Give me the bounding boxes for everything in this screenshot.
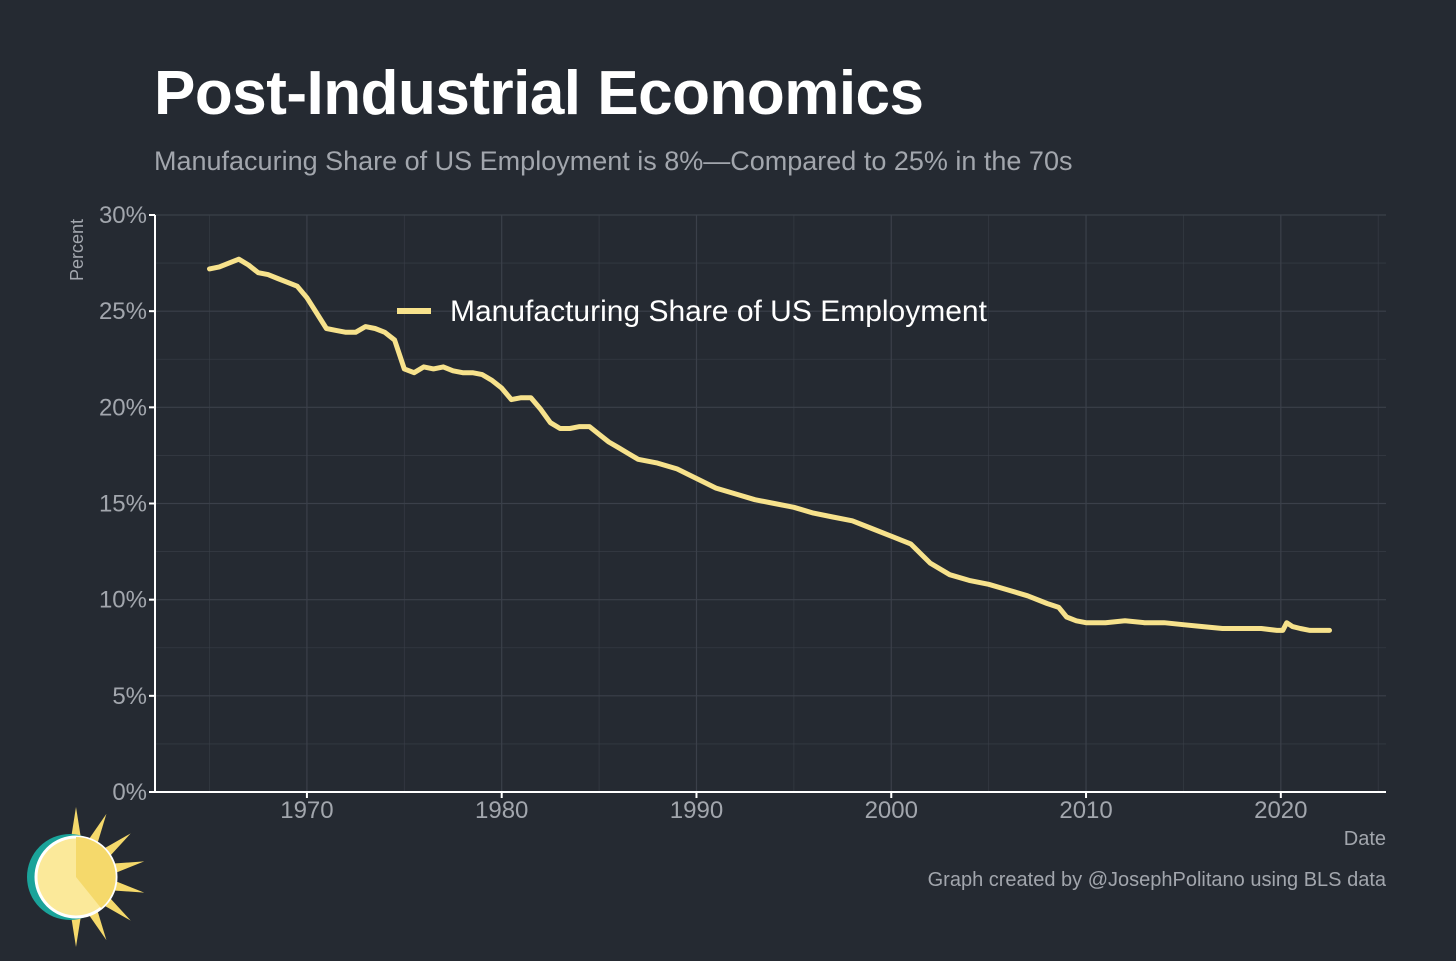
sun-ray: [88, 910, 107, 941]
series-layer: [207, 256, 1332, 633]
axes: [149, 214, 1386, 798]
credit-text: Graph created by @JosephPolitano using B…: [927, 869, 1386, 891]
sun-icon: [27, 807, 145, 947]
sun-ray: [71, 916, 81, 947]
x-tick-label: 2020: [1254, 797, 1307, 824]
x-tick-labels: 1970 1980 1990 2000 2010 2020: [280, 797, 1307, 824]
y-tick-labels: 0% 5% 10% 15% 20% 25% 30%: [99, 202, 147, 806]
y-tick-label: 15%: [99, 491, 147, 518]
x-tick-label: 1970: [280, 797, 333, 824]
x-tick-label: 2000: [865, 797, 918, 824]
y-axis-label: Percent: [67, 219, 87, 281]
y-tick-label: 25%: [99, 298, 147, 325]
x-tick-label: 1990: [670, 797, 723, 824]
y-tick-label: 20%: [99, 394, 147, 421]
series-line: [207, 256, 1332, 633]
grid-major: [155, 214, 1386, 792]
sun-ray: [88, 813, 107, 844]
sun-ray: [113, 881, 145, 893]
chart-subtitle: Manufacuring Share of US Employment is 8…: [154, 146, 1073, 176]
y-tick-label: 30%: [99, 202, 147, 229]
x-tick-label: 2010: [1059, 797, 1112, 824]
y-tick-label: 5%: [112, 683, 147, 710]
sun-ray: [113, 861, 145, 873]
chart-title: Post-Industrial Economics: [154, 59, 924, 128]
sun-ray: [104, 833, 131, 856]
y-tick-label: 0%: [112, 779, 147, 806]
sun-ray: [71, 807, 81, 838]
sun-ray: [104, 898, 131, 921]
x-axis-label: Date: [1344, 828, 1386, 850]
legend: Manufacturing Share of US Employment: [397, 295, 988, 328]
y-tick-label: 10%: [99, 587, 147, 614]
x-tick-label: 1980: [475, 797, 528, 824]
legend-label: Manufacturing Share of US Employment: [450, 295, 988, 328]
